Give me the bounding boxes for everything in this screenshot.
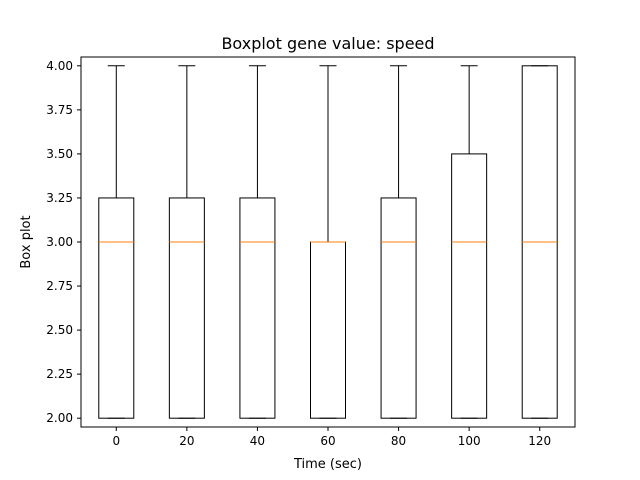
x-tick-label: 80 [391,434,406,448]
axes-frame [80,56,576,428]
x-tick-label: 100 [458,434,481,448]
y-tick-label: 3.00 [46,235,73,249]
box [98,197,135,419]
plot-area: 2.00 2.25 2.50 2.75 3.00 3.25 3.50 3.75 4.00 0 20 4… [46,59,558,448]
box [380,197,417,419]
y-tick-label: 2.25 [46,367,73,381]
y-tick-label: 3.75 [46,103,73,117]
x-tick-label: 20 [179,434,194,448]
x-axis-label: Time (sec) [293,457,362,472]
y-tick-label: 2.75 [46,279,73,293]
box [168,197,205,419]
box [239,197,276,419]
x-tick-label: 40 [250,434,265,448]
box [310,241,346,419]
box [451,153,488,419]
chart-title: Boxplot gene value: speed [221,34,434,53]
x-tick-label: 60 [320,434,335,448]
y-tick-label: 4.00 [46,59,73,73]
x-tick-label: 0 [112,434,120,448]
y-tick-label: 3.50 [46,147,73,161]
y-tick-label: 3.25 [46,191,73,205]
y-tick-label: 2.00 [46,411,73,425]
y-tick-label: 2.50 [46,323,73,337]
x-tick-label: 120 [528,434,551,448]
y-axis-label: Box plot [19,215,34,268]
